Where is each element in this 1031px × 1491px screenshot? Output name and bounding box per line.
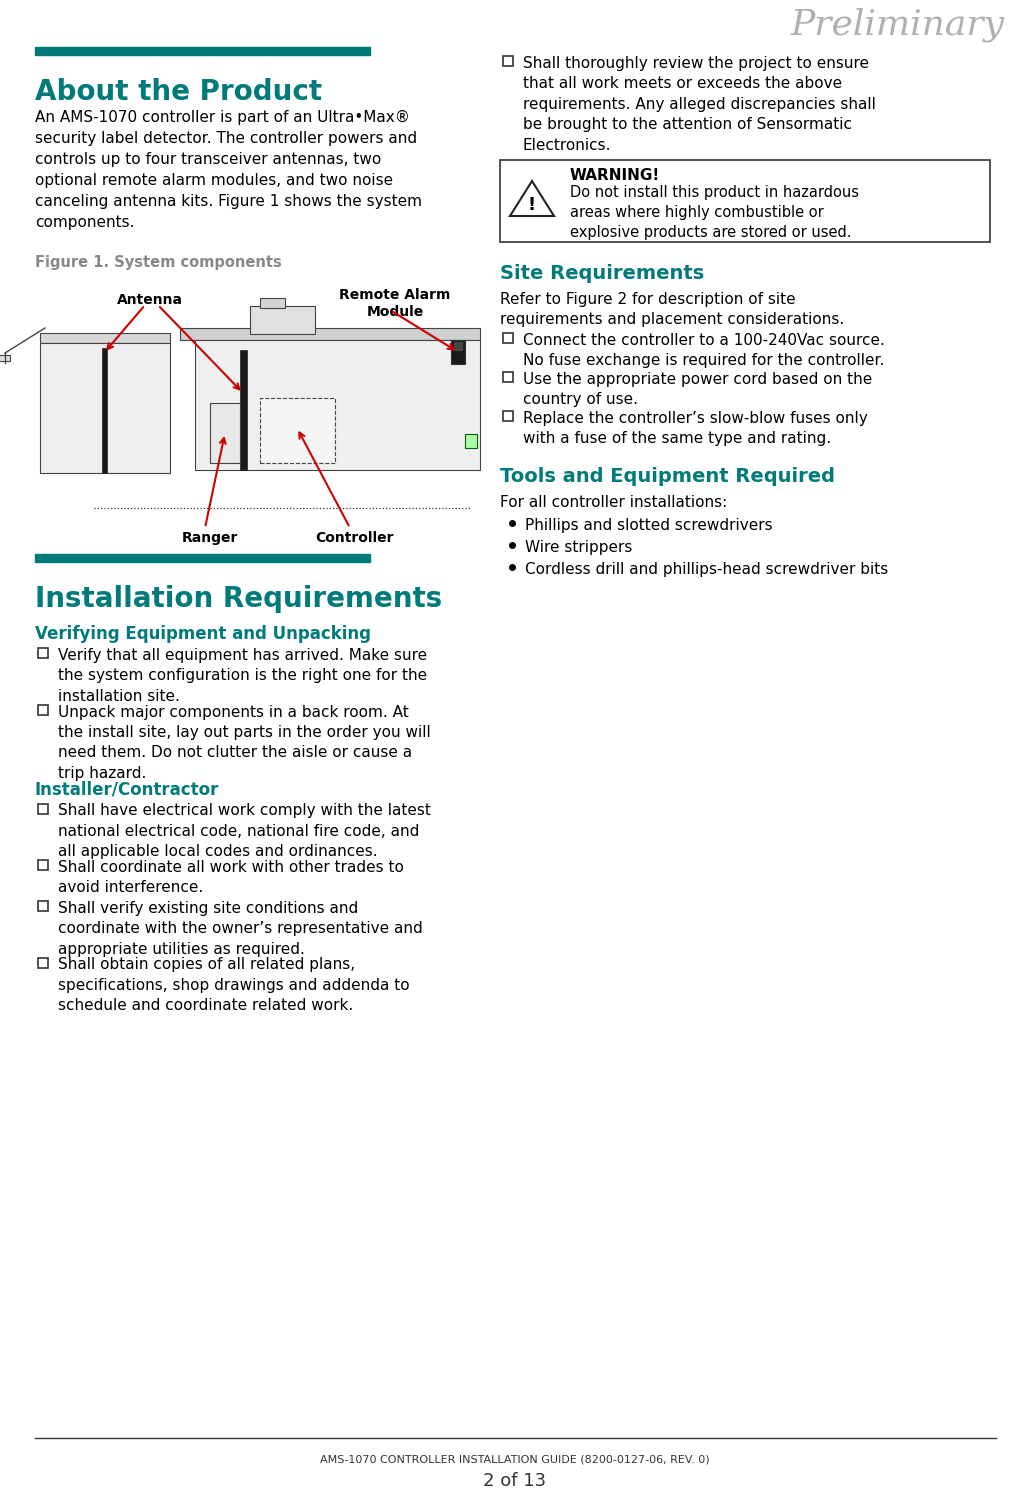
Text: Refer to Figure 2 for description of site
requirements and placement considerati: Refer to Figure 2 for description of sit… <box>500 292 844 328</box>
Text: Shall have electrical work comply with the latest
national electrical code, nati: Shall have electrical work comply with t… <box>58 804 431 859</box>
Text: About the Product: About the Product <box>35 78 322 106</box>
Bar <box>0 355 10 361</box>
Bar <box>260 298 285 309</box>
Text: Site Requirements: Site Requirements <box>500 264 704 283</box>
Text: Connect the controller to a 100-240Vac source.
No fuse exchange is required for : Connect the controller to a 100-240Vac s… <box>523 332 885 368</box>
Bar <box>40 343 170 473</box>
Text: Phillips and slotted screwdrivers: Phillips and slotted screwdrivers <box>525 517 772 532</box>
Text: For all controller installations:: For all controller installations: <box>500 495 727 510</box>
Bar <box>503 371 513 382</box>
Text: Cordless drill and phillips-head screwdriver bits: Cordless drill and phillips-head screwdr… <box>525 562 889 577</box>
Text: Do not install this product in hazardous
areas where highly combustible or
explo: Do not install this product in hazardous… <box>570 185 859 240</box>
Bar <box>35 555 370 562</box>
Bar <box>35 48 370 55</box>
Bar <box>38 649 48 658</box>
Text: Shall coordinate all work with other trades to
avoid interference.: Shall coordinate all work with other tra… <box>58 860 404 896</box>
Bar <box>503 57 513 66</box>
Bar <box>195 340 480 470</box>
Polygon shape <box>40 332 170 343</box>
Bar <box>465 434 477 447</box>
Text: WARNING!: WARNING! <box>570 168 660 183</box>
Text: Controller: Controller <box>315 531 394 546</box>
Text: An AMS-1070 controller is part of an Ultra•Max®
security label detector. The con: An AMS-1070 controller is part of an Ult… <box>35 110 422 230</box>
Text: AMS-1070 CONTROLLER INSTALLATION GUIDE (8200-0127-06, REV. 0): AMS-1070 CONTROLLER INSTALLATION GUIDE (… <box>321 1454 709 1464</box>
Polygon shape <box>510 180 554 216</box>
Text: Shall thoroughly review the project to ensure
that all work meets or exceeds the: Shall thoroughly review the project to e… <box>523 57 876 152</box>
Bar <box>260 398 335 464</box>
Text: Shall obtain copies of all related plans,
specifications, shop drawings and adde: Shall obtain copies of all related plans… <box>58 957 409 1014</box>
Bar <box>500 160 990 242</box>
Bar <box>38 957 48 968</box>
Text: Preliminary: Preliminary <box>791 7 1005 43</box>
Polygon shape <box>180 328 480 340</box>
Text: 2 of 13: 2 of 13 <box>484 1472 546 1490</box>
Text: Verify that all equipment has arrived. Make sure
the system configuration is the: Verify that all equipment has arrived. M… <box>58 649 427 704</box>
Bar <box>38 860 48 871</box>
Text: Antenna: Antenna <box>117 294 182 307</box>
Text: Figure 1. System components: Figure 1. System components <box>35 255 281 270</box>
Text: Verifying Equipment and Unpacking: Verifying Equipment and Unpacking <box>35 625 371 643</box>
Text: Wire strippers: Wire strippers <box>525 540 632 555</box>
Bar <box>210 403 240 464</box>
Bar <box>503 412 513 420</box>
Text: Tools and Equipment Required: Tools and Equipment Required <box>500 467 835 486</box>
Text: Unpack major components in a back room. At
the install site, lay out parts in th: Unpack major components in a back room. … <box>58 705 431 781</box>
Text: Replace the controller’s slow-blow fuses only
with a fuse of the same type and r: Replace the controller’s slow-blow fuses… <box>523 412 868 446</box>
Bar <box>38 901 48 911</box>
Text: !: ! <box>528 195 536 215</box>
Bar <box>38 705 48 714</box>
Bar <box>102 347 107 473</box>
Bar <box>38 804 48 814</box>
Text: Use the appropriate power cord based on the
country of use.: Use the appropriate power cord based on … <box>523 371 872 407</box>
Bar <box>250 306 315 334</box>
Bar <box>503 332 513 343</box>
Text: Installation Requirements: Installation Requirements <box>35 584 442 613</box>
Text: Shall verify existing site conditions and
coordinate with the owner’s representa: Shall verify existing site conditions an… <box>58 901 423 957</box>
Text: Installer/Contractor: Installer/Contractor <box>35 780 220 799</box>
Bar <box>454 341 462 350</box>
Text: Remote Alarm
Module: Remote Alarm Module <box>339 288 451 319</box>
Bar <box>451 340 465 364</box>
Text: Ranger: Ranger <box>181 531 238 546</box>
Bar <box>240 350 247 470</box>
